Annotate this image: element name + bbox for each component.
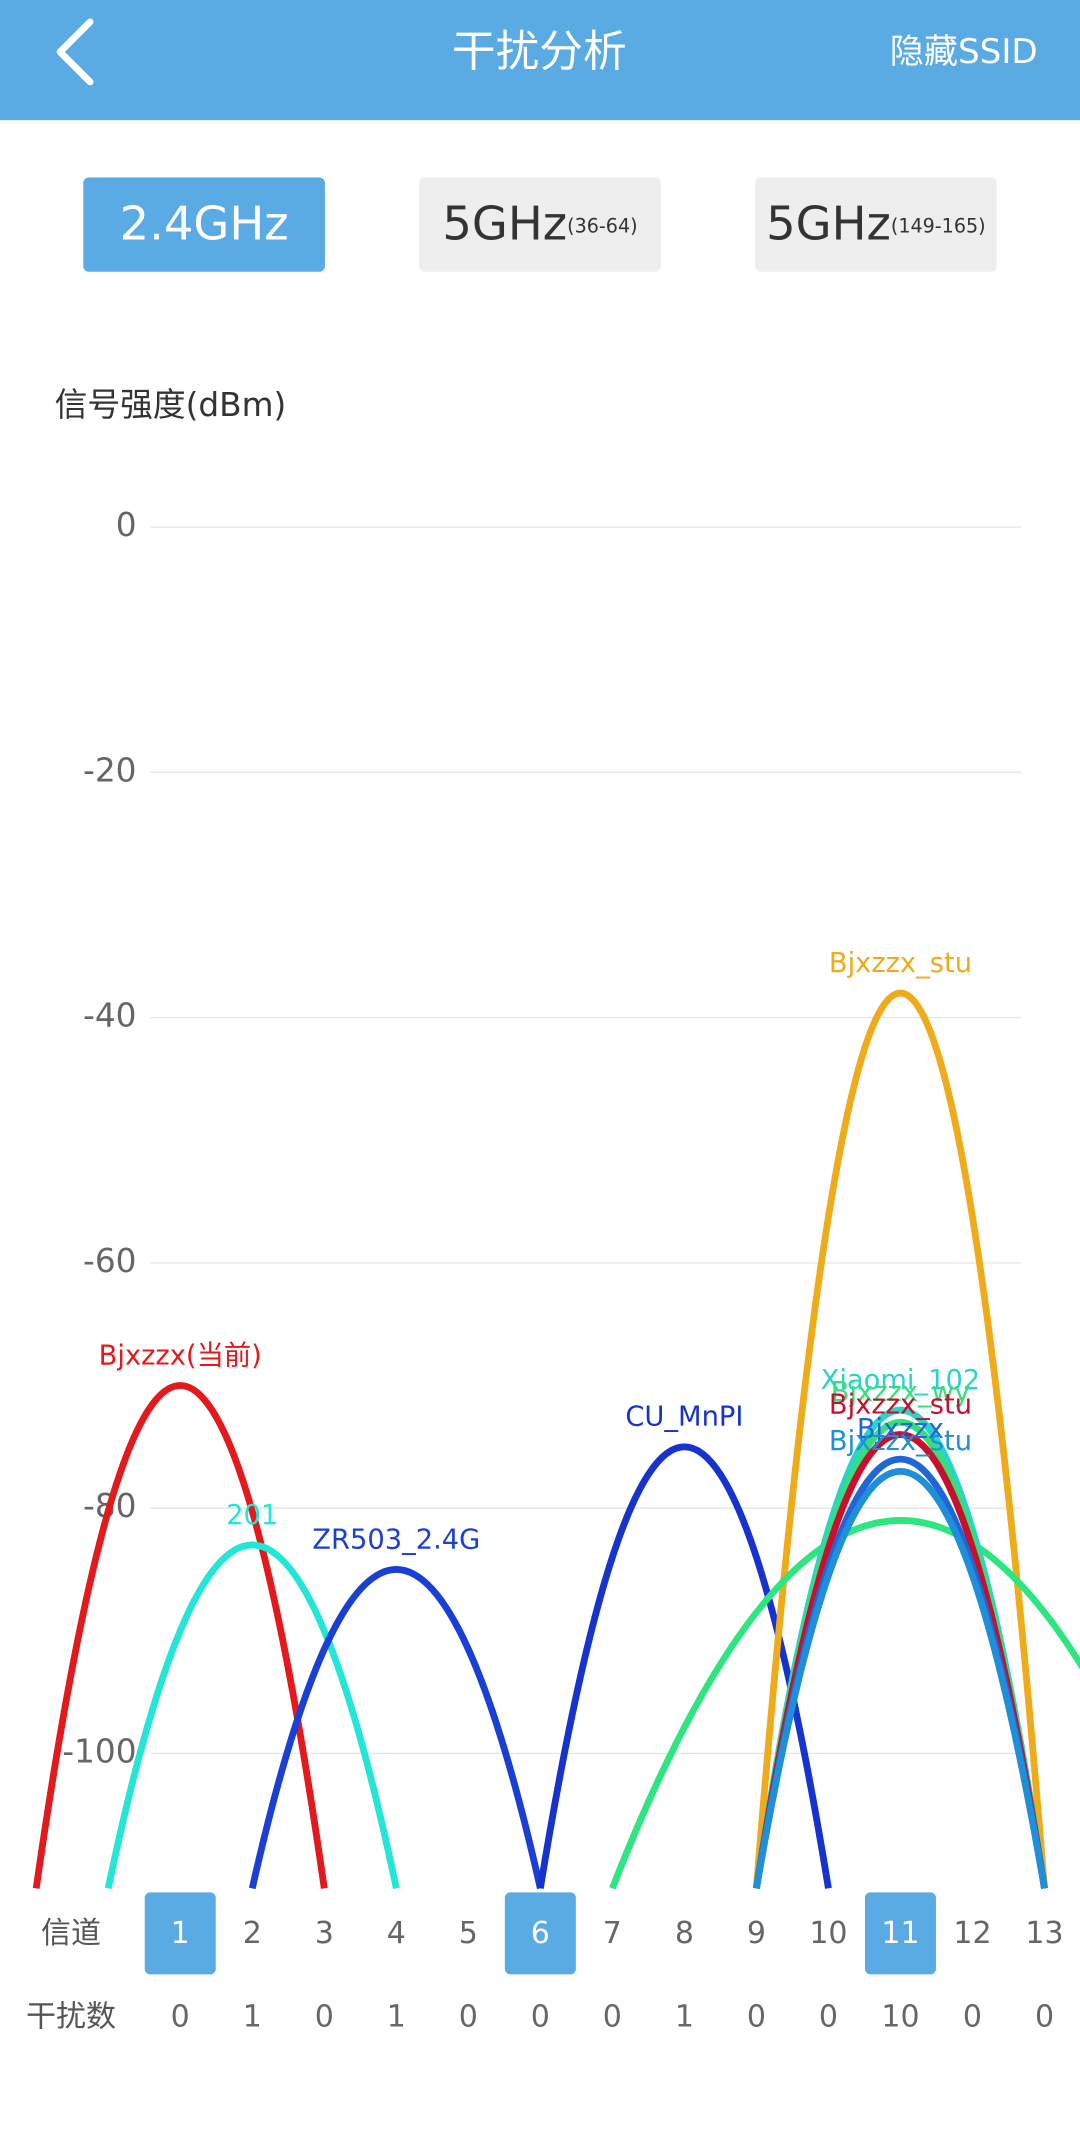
ssid-label: Bjxzzx_stu	[829, 948, 972, 979]
interference-count: 1	[387, 2000, 406, 2035]
hide-ssid-button[interactable]: 隐藏SSID	[890, 32, 1038, 72]
channel-label: 11	[881, 1916, 919, 1951]
ssid-label: Bjxzzx	[857, 1414, 944, 1445]
tab-range: (149-165)	[891, 214, 986, 237]
channel-label: 6	[531, 1916, 550, 1951]
interference-count: 1	[243, 2000, 262, 2035]
tab-range: (36-64)	[567, 214, 637, 237]
tab-label: 5GHz(149-165)	[766, 196, 986, 250]
y-tick-label: -100	[62, 1732, 136, 1770]
interference-count: 0	[963, 2000, 982, 2035]
app-bar	[0, 0, 1080, 121]
back-button[interactable]	[56, 18, 94, 86]
channel-highlight	[144, 1892, 216, 1975]
channel-label: 1	[171, 1916, 190, 1951]
ssid-label: Bjxzzx(当前)	[99, 1340, 262, 1371]
channel-label: 7	[603, 1916, 622, 1951]
ssid-label: CU_MnPI	[625, 1402, 743, 1433]
channel-label: 12	[953, 1916, 991, 1951]
signal-arc	[32, 1382, 328, 1889]
tab[interactable]	[755, 177, 997, 272]
channel-highlight	[504, 1892, 576, 1975]
band-tabs: 2.4GHz 5GHz(36-64) 5GHz(149-165)	[83, 177, 997, 272]
tab-band: 5GHz	[442, 196, 567, 250]
ssid-label: Xiaomi_102	[821, 1365, 981, 1396]
interference-count: 0	[819, 2000, 838, 2035]
channel-label: 10	[809, 1916, 847, 1951]
tab[interactable]	[83, 177, 325, 272]
signal-arc	[104, 1541, 400, 1890]
signal-arc	[536, 1443, 832, 1889]
ssid-label: 201	[226, 1500, 278, 1531]
channel-label: 5	[459, 1916, 478, 1951]
tab-band: 2.4GHz	[120, 196, 289, 250]
channel-label: 13	[1025, 1916, 1063, 1951]
interference-count: 0	[171, 2000, 190, 2035]
interference-count: 0	[1035, 2000, 1054, 2035]
signal-arc	[753, 989, 1048, 1889]
y-tick-label: -20	[83, 751, 136, 789]
interference-row-label: 干扰数	[26, 2000, 116, 2035]
interference-count: 0	[531, 2000, 550, 2035]
interference-count: 1	[675, 2000, 694, 2035]
ssid-label: Bjxzzx_stu	[829, 1426, 972, 1457]
tab-band: 5GHz	[766, 196, 891, 250]
channel-row-label: 信道	[41, 1916, 101, 1951]
interference-count: 0	[603, 2000, 622, 2035]
ssid-label: Bjxzzx_wy	[831, 1377, 970, 1408]
signal-arcs	[32, 989, 1080, 1890]
channel-label: 3	[315, 1916, 334, 1951]
interference-count: 0	[459, 2000, 478, 2035]
y-tick-label: -60	[83, 1242, 136, 1280]
ssid-label: Bjxzzx_stu	[829, 1389, 972, 1420]
interference-count: 0	[315, 2000, 334, 2035]
title: 干扰分析	[452, 27, 627, 78]
tab-label: 2.4GHz	[120, 196, 289, 250]
y-axis-label: 信号强度(dBm)	[55, 386, 287, 424]
channel-label: 4	[387, 1916, 406, 1951]
channel-label: 9	[747, 1916, 766, 1951]
y-tick-label: 0	[116, 506, 137, 544]
chart: 0-20-40-60-80-100Bjxzzx(当前)201ZR503_2.4G…	[26, 506, 1080, 2035]
signal-arc	[248, 1566, 544, 1890]
y-tick-label: -40	[83, 997, 136, 1035]
channel-label: 8	[675, 1916, 694, 1951]
signal-arc	[609, 1517, 1080, 1890]
ssid-label: ZR503_2.4G	[312, 1524, 480, 1555]
channel-label: 2	[243, 1916, 262, 1951]
tab-label: 5GHz(36-64)	[442, 196, 637, 250]
signal-arc	[753, 1468, 1048, 1889]
tab[interactable]	[419, 177, 661, 272]
interference-count: 10	[881, 2000, 919, 2035]
interference-count: 0	[747, 2000, 766, 2035]
channel-highlight	[864, 1892, 936, 1975]
